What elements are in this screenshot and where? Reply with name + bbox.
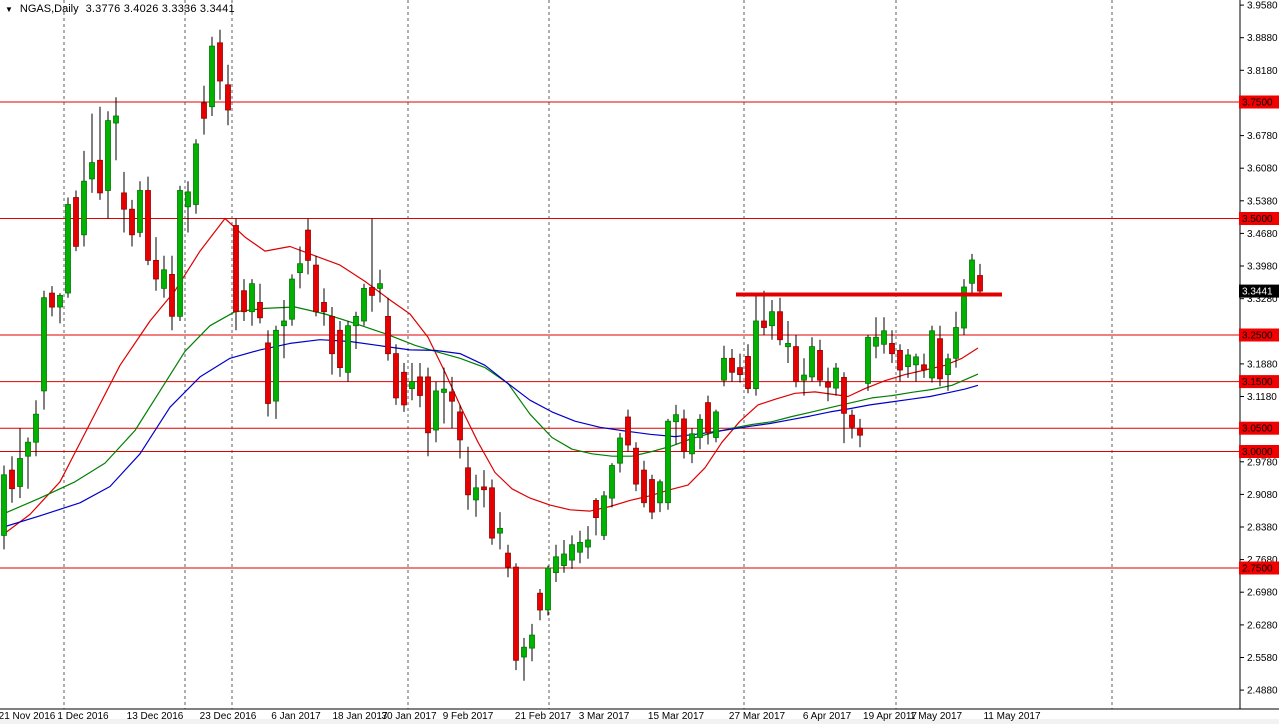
slow-ma-blue-line	[1, 339, 979, 529]
svg-text:23 Dec 2016: 23 Dec 2016	[200, 711, 257, 722]
svg-text:6 Apr 2017: 6 Apr 2017	[803, 711, 852, 722]
svg-text:2.6980: 2.6980	[1247, 588, 1278, 599]
svg-text:3.1880: 3.1880	[1247, 359, 1278, 370]
mid-ma-green-line	[1, 306, 979, 515]
svg-text:21 Feb 2017: 21 Feb 2017	[515, 711, 572, 722]
svg-text:15 Mar 2017: 15 Mar 2017	[648, 711, 705, 722]
svg-text:3.6080: 3.6080	[1247, 164, 1278, 175]
svg-text:2.7500: 2.7500	[1242, 564, 1273, 575]
chart-title: ▼ NGAS,Daily 3.3776 3.4026 3.3336 3.3441	[5, 3, 235, 15]
svg-text:3.6780: 3.6780	[1247, 131, 1278, 142]
svg-text:3.7500: 3.7500	[1242, 98, 1273, 109]
svg-text:2.4880: 2.4880	[1247, 686, 1278, 697]
svg-text:2.9780: 2.9780	[1247, 457, 1278, 468]
svg-text:3.5000: 3.5000	[1242, 214, 1273, 225]
svg-text:13 Dec 2016: 13 Dec 2016	[127, 711, 184, 722]
level-price-labels: 3.7500 3.5000 3.2500 3.1500 3.0500 3.0000 2.75…	[1239, 95, 1279, 575]
ohlc-quote-label: 3.3776 3.4026 3.3336 3.3441	[85, 3, 235, 15]
svg-text:3.9580: 3.9580	[1247, 1, 1278, 12]
svg-text:27 Mar 2017: 27 Mar 2017	[729, 711, 786, 722]
svg-text:2.6280: 2.6280	[1247, 620, 1278, 631]
price-axis[interactable]: 3.9580 3.8880 3.8180 3.6780 3.6080 3.5380 3.46…	[1240, 1, 1278, 697]
svg-text:18 Jan 2017: 18 Jan 2017	[332, 711, 387, 722]
svg-text:2.9080: 2.9080	[1247, 490, 1278, 501]
svg-text:1 Dec 2016: 1 Dec 2016	[57, 711, 109, 722]
svg-text:2.7680: 2.7680	[1247, 555, 1278, 566]
svg-text:3 Mar 2017: 3 Mar 2017	[579, 711, 630, 722]
symbol-period-label: NGAS,Daily	[19, 3, 79, 15]
svg-text:3.3441: 3.3441	[1242, 287, 1273, 298]
svg-text:3.5380: 3.5380	[1247, 196, 1278, 207]
fast-ma-red-line	[1, 217, 979, 536]
svg-text:3.0500: 3.0500	[1242, 424, 1273, 435]
svg-text:3.8880: 3.8880	[1247, 33, 1278, 44]
svg-text:3.2500: 3.2500	[1242, 331, 1273, 342]
time-axis[interactable]: 21 Nov 2016 1 Dec 2016 13 Dec 2016 23 Dec 2…	[0, 711, 1041, 722]
svg-text:3.3280: 3.3280	[1247, 294, 1278, 305]
support-resistance-lines[interactable]	[0, 101, 1240, 569]
symbol-dropdown-icon[interactable]: ▼	[5, 4, 13, 14]
svg-text:21 Nov 2016: 21 Nov 2016	[0, 711, 56, 722]
svg-text:19 Apr 2017: 19 Apr 2017	[863, 711, 917, 722]
svg-text:2.8380: 2.8380	[1247, 523, 1278, 534]
svg-text:6 Jan 2017: 6 Jan 2017	[271, 711, 321, 722]
svg-text:3.8180: 3.8180	[1247, 66, 1278, 77]
svg-text:3.4680: 3.4680	[1247, 229, 1278, 240]
svg-text:3.3980: 3.3980	[1247, 262, 1278, 273]
svg-text:3.1180: 3.1180	[1247, 392, 1277, 403]
svg-text:2.5580: 2.5580	[1247, 653, 1278, 664]
current-price-label: 3.3441	[1239, 284, 1279, 298]
svg-text:3.0000: 3.0000	[1242, 447, 1273, 458]
svg-text:11 May 2017: 11 May 2017	[983, 711, 1041, 722]
svg-text:1 May 2017: 1 May 2017	[910, 711, 963, 722]
svg-text:9 Feb 2017: 9 Feb 2017	[443, 711, 494, 722]
candlesticks	[1, 29, 983, 681]
svg-text:30 Jan 2017: 30 Jan 2017	[381, 711, 436, 722]
svg-text:3.1500: 3.1500	[1242, 377, 1273, 388]
